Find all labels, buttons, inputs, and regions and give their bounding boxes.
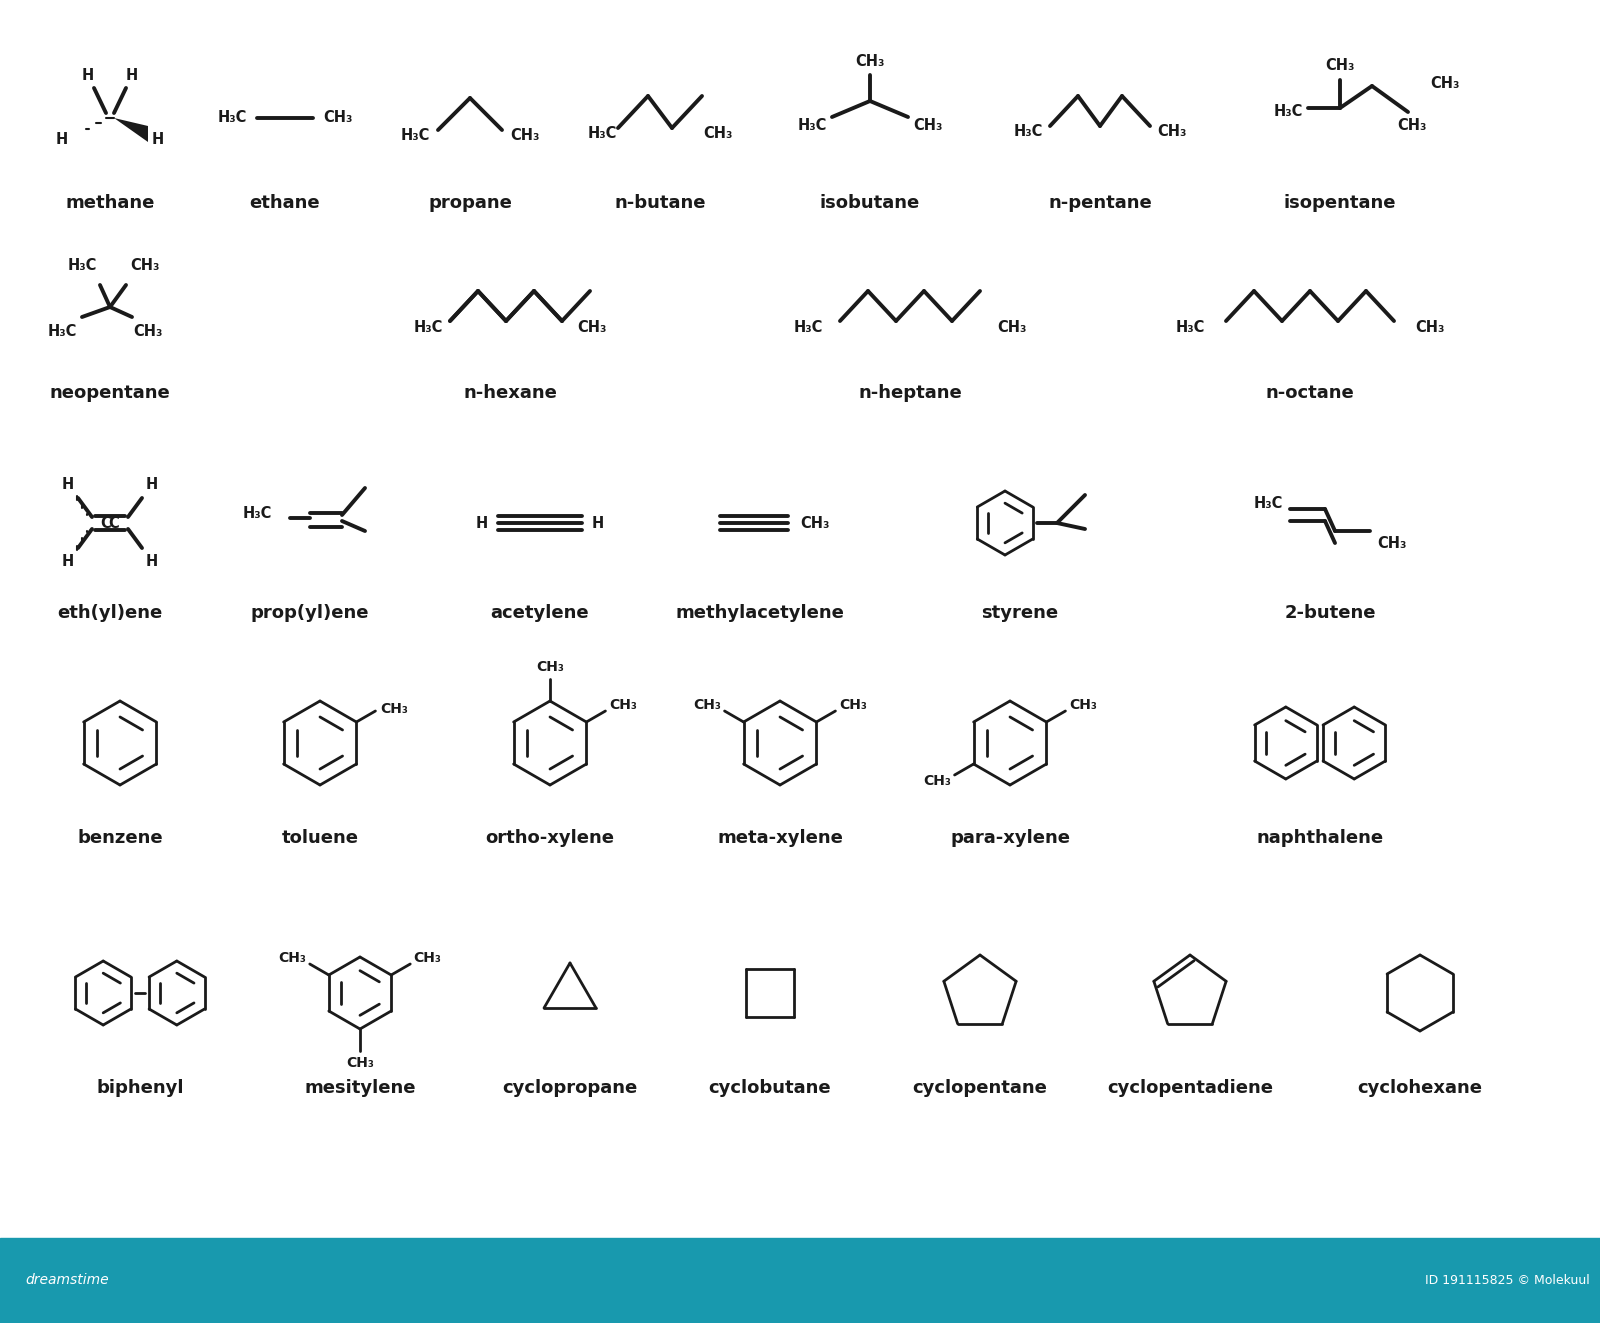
Text: prop(yl)ene: prop(yl)ene [251, 605, 370, 622]
Text: CH₃: CH₃ [1157, 124, 1187, 139]
Text: H₃C: H₃C [400, 128, 430, 143]
Text: H₃C: H₃C [1253, 496, 1283, 511]
Text: ortho-xylene: ortho-xylene [485, 830, 614, 847]
Text: cyclopropane: cyclopropane [502, 1080, 638, 1097]
Text: toluene: toluene [282, 830, 358, 847]
Text: CH₃: CH₃ [1430, 75, 1459, 90]
Text: CH₃: CH₃ [1416, 319, 1445, 335]
Text: CH₃: CH₃ [1325, 58, 1355, 74]
Text: CH₃: CH₃ [346, 1056, 374, 1070]
Text: CH₃: CH₃ [381, 703, 408, 716]
Text: 2-butene: 2-butene [1285, 605, 1376, 622]
Bar [0, 1238, 1600, 1323]
Text: CH₃: CH₃ [693, 699, 722, 712]
Text: cyclopentadiene: cyclopentadiene [1107, 1080, 1274, 1097]
Text: H: H [146, 553, 158, 569]
Text: CH₃: CH₃ [414, 951, 442, 964]
Text: eth(yl)ene: eth(yl)ene [58, 605, 163, 622]
Text: CH₃: CH₃ [923, 774, 950, 789]
Text: CH₃: CH₃ [838, 699, 867, 712]
Text: cyclohexane: cyclohexane [1357, 1080, 1483, 1097]
Text: n-octane: n-octane [1266, 384, 1354, 402]
Text: H: H [82, 69, 94, 83]
Text: H₃C: H₃C [797, 118, 827, 132]
Text: para-xylene: para-xylene [950, 830, 1070, 847]
Text: H: H [475, 516, 488, 531]
Text: n-pentane: n-pentane [1048, 194, 1152, 212]
Text: CH₃: CH₃ [914, 118, 942, 132]
Text: n-butane: n-butane [614, 194, 706, 212]
Text: mesitylene: mesitylene [304, 1080, 416, 1097]
Text: H₃C: H₃C [794, 319, 822, 335]
Text: cyclopentane: cyclopentane [912, 1080, 1048, 1097]
Text: C: C [109, 516, 120, 531]
Text: CH₃: CH₃ [1397, 119, 1427, 134]
Text: CH₃: CH₃ [536, 660, 563, 673]
Text: styrene: styrene [981, 605, 1059, 622]
Text: CH₃: CH₃ [800, 516, 830, 531]
Text: cyclobutane: cyclobutane [709, 1080, 832, 1097]
Text: H: H [56, 132, 69, 147]
Text: dreamstime: dreamstime [26, 1274, 109, 1287]
Text: CH₃: CH₃ [510, 128, 539, 143]
Text: C: C [101, 516, 112, 531]
Polygon shape [114, 118, 147, 142]
Text: CH₃: CH₃ [704, 127, 733, 142]
Text: CH₃: CH₃ [578, 319, 606, 335]
Text: H₃C: H₃C [243, 505, 272, 520]
Text: naphthalene: naphthalene [1256, 830, 1384, 847]
Text: CH₃: CH₃ [1378, 536, 1406, 550]
Text: H: H [62, 553, 74, 569]
Text: H₃C: H₃C [48, 324, 77, 339]
Text: n-heptane: n-heptane [858, 384, 962, 402]
Text: H₃C: H₃C [587, 127, 616, 142]
Text: H: H [62, 478, 74, 492]
Text: CH₃: CH₃ [610, 699, 637, 712]
Text: biphenyl: biphenyl [96, 1080, 184, 1097]
Text: H₃C: H₃C [218, 111, 246, 126]
Text: H: H [592, 516, 605, 531]
Text: meta-xylene: meta-xylene [717, 830, 843, 847]
Text: acetylene: acetylene [491, 605, 589, 622]
Text: H₃C: H₃C [1176, 319, 1205, 335]
Text: methane: methane [66, 194, 155, 212]
Text: methylacetylene: methylacetylene [675, 605, 845, 622]
Text: neopentane: neopentane [50, 384, 170, 402]
Text: ID 191115825 © Molekuul: ID 191115825 © Molekuul [1426, 1274, 1590, 1287]
Text: H₃C: H₃C [1013, 124, 1043, 139]
Text: CH₃: CH₃ [130, 258, 160, 273]
Text: H: H [152, 132, 165, 147]
Text: propane: propane [429, 194, 512, 212]
Text: H₃C: H₃C [413, 319, 443, 335]
Text: H₃C: H₃C [1274, 105, 1302, 119]
Text: benzene: benzene [77, 830, 163, 847]
Text: H: H [126, 69, 138, 83]
Text: CH₃: CH₃ [856, 53, 885, 69]
Text: CH₃: CH₃ [997, 319, 1027, 335]
Text: CH₃: CH₃ [278, 951, 306, 964]
Text: CH₃: CH₃ [1069, 699, 1096, 712]
Text: ethane: ethane [250, 194, 320, 212]
Text: CH₃: CH₃ [323, 111, 352, 126]
Text: isopentane: isopentane [1283, 194, 1397, 212]
Text: n-hexane: n-hexane [462, 384, 557, 402]
Text: CH₃: CH₃ [133, 324, 163, 339]
Text: isobutane: isobutane [819, 194, 920, 212]
Text: H: H [146, 478, 158, 492]
Text: H₃C: H₃C [67, 258, 96, 273]
